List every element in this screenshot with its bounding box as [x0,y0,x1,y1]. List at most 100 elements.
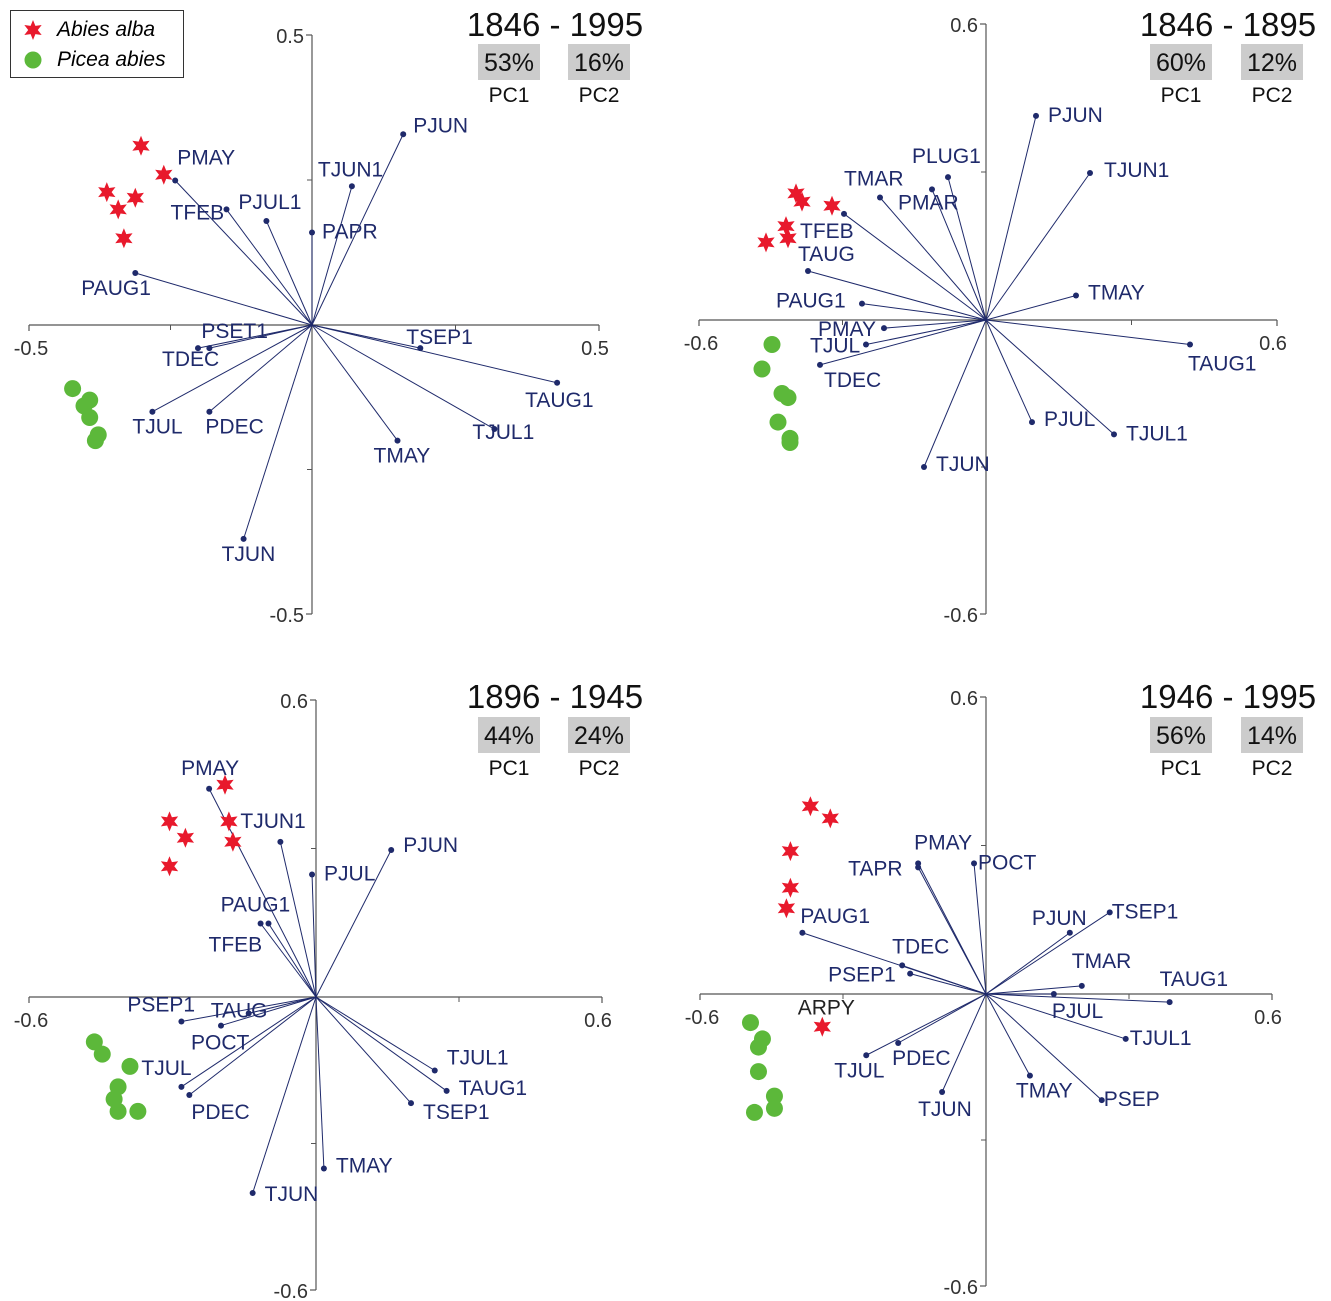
vector-pjun [985,115,1037,321]
vector-paug1 [260,923,317,998]
abies-alba-point [779,228,797,249]
vector-tip-taug1 [554,379,561,386]
picea-abies-point [64,380,82,398]
vector-tip-tjun [939,1089,946,1095]
vector-label-pset1: PSET1 [201,320,268,343]
abies-alba-point [109,199,127,220]
vector-tfeb [268,923,317,998]
vector-tip-papr [309,229,315,236]
pc1-variance-box [1150,44,1212,80]
vector-paug1 [861,303,987,321]
abies-alba-point [160,856,179,877]
vector-label-pjul: PJUL [1052,1000,1103,1023]
picea-abies-point [741,1014,759,1032]
circle-marker-icon [24,51,42,69]
vector-tip-tdec [195,345,201,352]
vector-tfeb [226,209,313,326]
vector-label-tjun1: TJUN1 [240,810,305,833]
vector-pjul [311,874,317,998]
pc1-variance-box [478,44,540,80]
vector-tjun [243,324,313,540]
vector-paug1 [135,272,313,326]
vector-label-tjun: TJUN [918,1098,972,1121]
pc1-variance-value: 56% [1156,722,1206,750]
pc2-label: PC2 [1252,757,1293,780]
vector-label-tjul: TJUL [810,335,860,358]
abies-alba-point [793,191,811,212]
vector-label-psep1: PSEP1 [127,994,195,1017]
vector-tip-paug1 [257,920,264,927]
abies-alba-point [216,774,234,795]
vector-label-paug1: PAUG1 [776,290,846,313]
vector-tip-tjul1 [491,426,498,433]
vector-tip-pdec [895,1040,902,1046]
pc2-label: PC2 [579,757,620,780]
abies-alba-point [781,877,800,898]
vector-tip-pjul [309,871,316,878]
vector-tjun1 [279,841,317,998]
vector-pjun [985,932,1071,995]
vector-pmay [174,180,313,326]
vector-label-poct: POCT [191,1032,250,1055]
vector-tip-plug1 [945,174,951,181]
star-marker-icon [24,20,42,40]
vector-tapr [917,867,987,995]
pc2-variance-value: 16% [574,49,624,77]
vector-tjul1 [311,324,495,430]
vector-label-pjul: PJUL [1044,408,1095,431]
abies-alba-point [821,808,839,829]
vector-tjun1 [985,172,1091,321]
panel-4: -0.6 0.6 0.6 -0.6 1946 - 1995 56% PC1 14% PC2 PMA… [685,678,1316,1299]
vector-tip-tdec [899,962,906,969]
vector-tjun [941,993,987,1093]
abies-alba-point [155,164,173,185]
vector-tjul1 [315,996,436,1071]
vector-tjun1 [311,186,353,326]
vector-tip-tmar [877,194,883,201]
vector-label-pmar: PMAR [898,191,959,214]
vector-label-tmar: TMAR [844,168,904,191]
vector-tip-tsep1 [408,1100,414,1107]
vector-label-tjul1: TJUL1 [1130,1027,1192,1050]
vector-tip-pjun [400,131,407,138]
abies-alba-point [98,182,116,203]
abies-alba-point [160,811,179,832]
picea-abies-point [753,360,771,378]
vector-label-tmay: TMAY [1016,1080,1073,1103]
legend-label-picea-abies: Picea abies [57,48,166,71]
abies-alba-point [115,228,133,249]
pc2-variance-box [568,44,630,80]
vector-pmar [931,189,987,321]
vector-tip-pdec [206,408,213,415]
vector-tip-tsep1 [1106,909,1113,916]
pc1-variance-box [478,717,540,753]
picea-abies-point [85,1033,103,1051]
vector-tmay [985,295,1077,321]
pc1-label: PC1 [489,757,530,780]
vector-label-tmay: TMAY [336,1155,393,1178]
pc2-label: PC2 [1252,84,1293,107]
vector-label-tjul: TJUL [834,1059,884,1082]
pc1-label: PC1 [1161,84,1202,107]
legend-label-abies-alba: Abies alba [57,18,156,41]
vector-label-tjun: TJUN [265,1183,319,1206]
vector-tip-poct [971,860,978,867]
vector-tip-tjun [921,464,927,470]
vector-tip-tjun1 [1087,170,1093,176]
picea-abies-point [763,336,781,353]
vector-tip-taug [245,1010,252,1017]
vector-pdec [209,324,313,413]
tick-label-ymin: -0.5 [270,605,304,627]
vector-tdec [902,964,987,995]
tick-label-xmin: -0.6 [14,1010,48,1032]
vector-label-taug1: TAUG1 [525,389,593,412]
vector-tip-tjun1 [277,838,284,845]
picea-abies-point [81,408,99,426]
vector-label-pjul: PJUL [324,863,375,886]
vector-label-taug: TAUG [798,243,855,266]
tick-label-ymax: 0.6 [950,15,978,37]
vector-tjul [865,319,987,345]
vector-label-paug1: PAUG1 [81,277,151,300]
vector-tip-poct [218,1022,224,1029]
tick-label-ymax: 0.5 [276,26,304,48]
